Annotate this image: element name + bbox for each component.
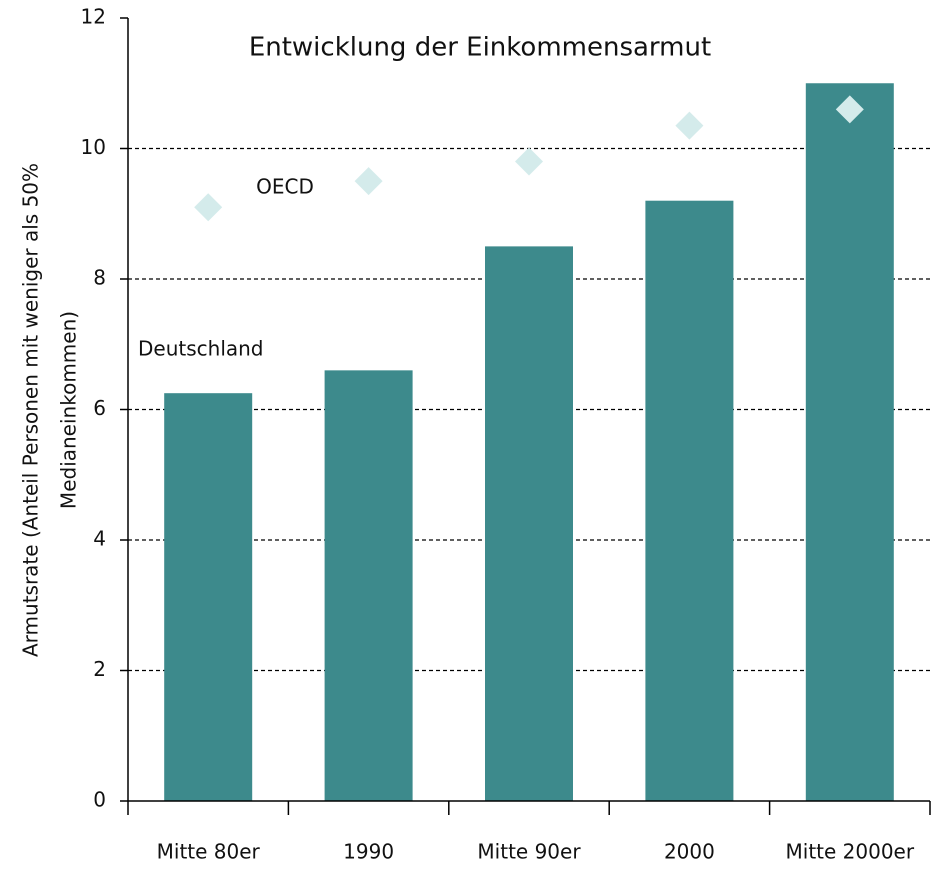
y-tick-label: 12	[81, 5, 106, 29]
y-tick-label: 8	[93, 266, 106, 290]
bar	[805, 83, 894, 801]
bar	[485, 246, 573, 801]
x-tick-label: Mitte 80er	[157, 840, 261, 864]
diamond-marker	[194, 193, 223, 222]
y-tick-label: 6	[93, 396, 106, 420]
series-label: OECD	[256, 175, 314, 199]
diamond-marker	[515, 147, 543, 176]
bar	[164, 393, 253, 801]
x-tick-label: 1990	[343, 840, 394, 864]
bar	[645, 200, 734, 801]
y-tick-label: 2	[93, 657, 106, 681]
bar	[324, 370, 413, 801]
y-axis-title-line: Medianeinkommen)	[57, 311, 81, 509]
y-tick-label: 0	[93, 788, 106, 812]
y-axis-title: Armutsrate (Anteil Personen mit weniger …	[19, 163, 81, 657]
y-tick-label: 10	[81, 135, 106, 159]
diamond-marker	[675, 111, 704, 140]
diamond-marker	[354, 167, 383, 196]
x-tick-label: Mitte 2000er	[786, 840, 915, 864]
x-tick-label: Mitte 90er	[477, 840, 581, 864]
x-tick-label: 2000	[664, 840, 715, 864]
chart-title: Entwicklung der Einkommensarmut	[249, 33, 711, 63]
diamond-marker	[835, 95, 864, 124]
y-axis-title-line: Armutsrate (Anteil Personen mit weniger …	[19, 163, 43, 657]
y-tick-label: 4	[93, 527, 106, 551]
series-label: Deutschland	[138, 337, 264, 361]
